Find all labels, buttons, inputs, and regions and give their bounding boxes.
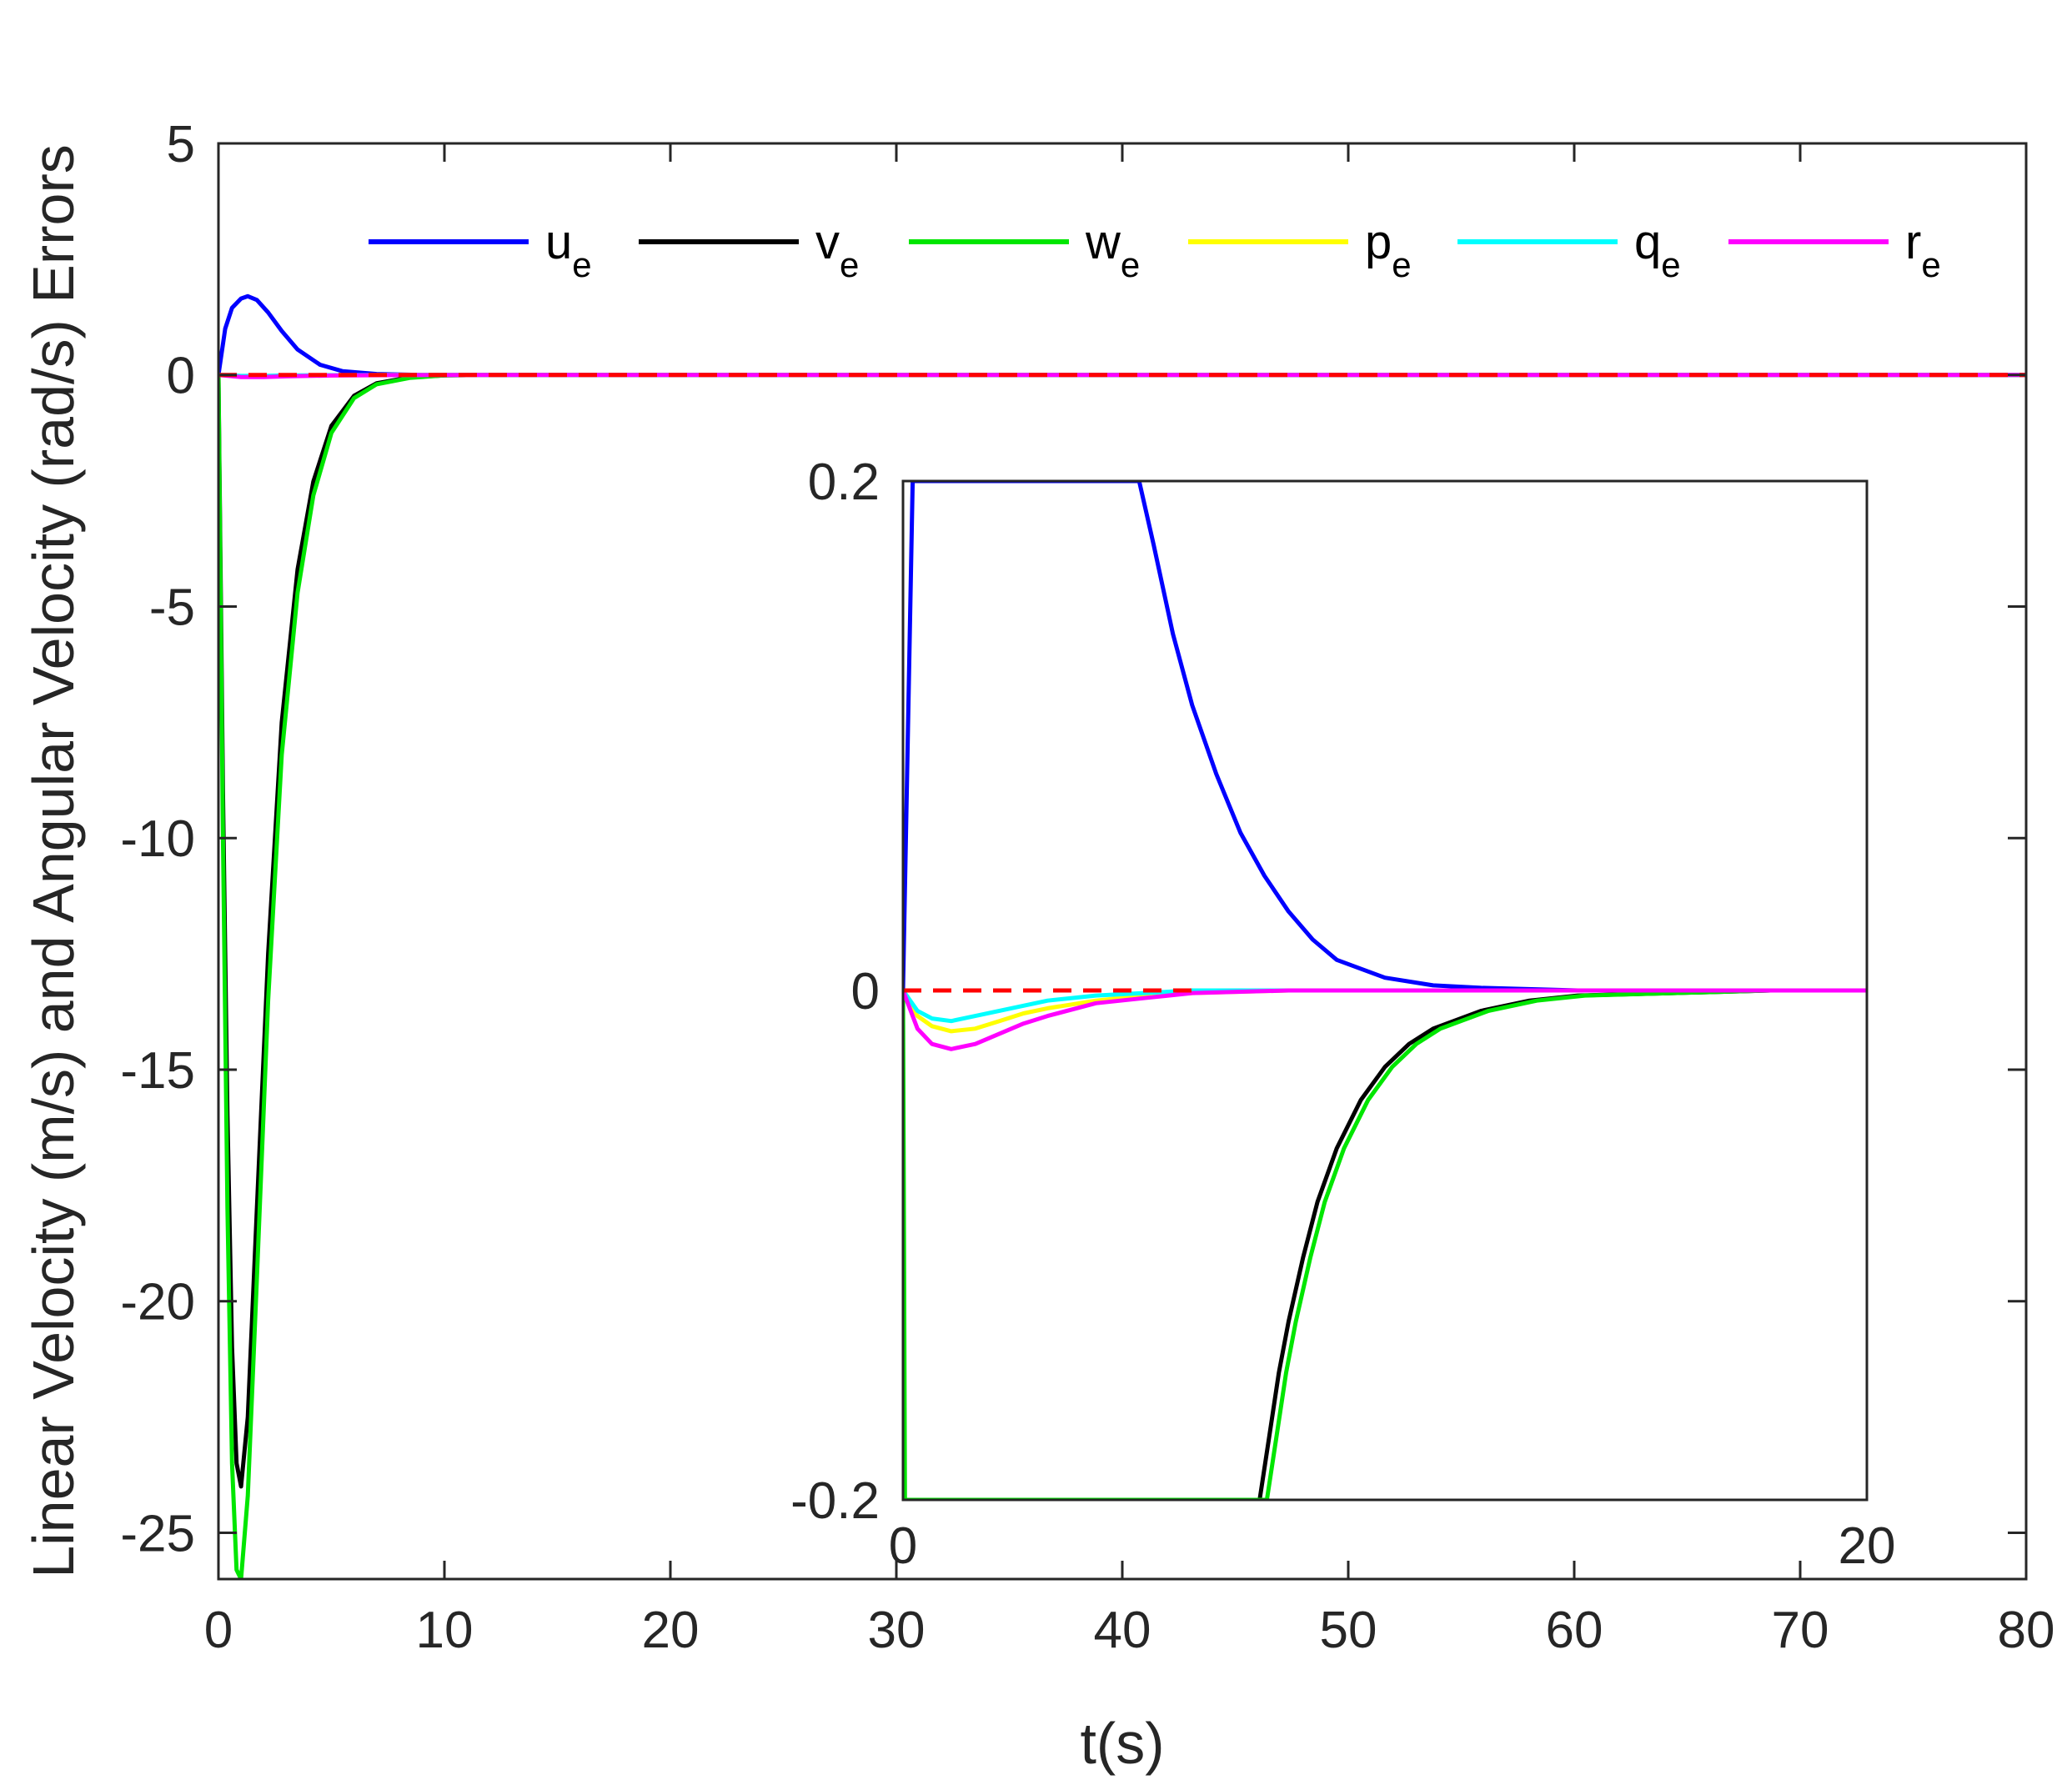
- main-x-tick-label: 20: [642, 1602, 700, 1659]
- main-y-tick-label: 0: [167, 348, 195, 405]
- main-y-tick-label: 5: [167, 116, 195, 173]
- main-x-tick-label: 50: [1320, 1602, 1377, 1659]
- main-x-tick-label: 80: [1998, 1602, 2055, 1659]
- main-x-tick-label: 30: [868, 1602, 926, 1659]
- main-y-tick-label: -15: [120, 1042, 195, 1100]
- inset-plot: 0 200.20-0.2: [790, 454, 1895, 1575]
- main-y-tick-label: -10: [120, 810, 195, 868]
- inset-series-u-line: [903, 481, 1867, 993]
- main-x-tick-label: 0: [204, 1602, 233, 1659]
- main-lines: [218, 293, 2026, 1579]
- inset-x-tick-label: 0: [889, 1517, 917, 1575]
- inset-y-tick-label: 0.2: [808, 454, 880, 511]
- inset-ticks: 0 200.20-0.2: [790, 454, 1895, 1575]
- main-x-tick-label: 10: [416, 1602, 474, 1659]
- inset-y-tick-label: 0: [851, 963, 880, 1020]
- y-axis-title: Linear Velocity (m/s) and Angular Veloci…: [21, 144, 86, 1578]
- inset-lines: [903, 481, 1867, 1500]
- inset-y-tick-label: -0.2: [790, 1472, 880, 1530]
- main-x-tick-label: 40: [1094, 1602, 1151, 1659]
- main-x-tick-label: 60: [1546, 1602, 1603, 1659]
- main-y-tick-label: -5: [149, 579, 195, 636]
- inset-x-tick-label: 20: [1839, 1517, 1896, 1575]
- inset-series-r-line: [903, 988, 1867, 1051]
- x-axis-title: t(s): [1080, 1711, 1164, 1776]
- inset-series-w-line: [903, 988, 1867, 1500]
- main-x-tick-label: 70: [1772, 1602, 1829, 1659]
- main-series-w-line: [218, 373, 2026, 1579]
- main-y-tick-label: -25: [120, 1505, 195, 1562]
- main-y-tick-label: -20: [120, 1274, 195, 1331]
- inset-axes-frame: [901, 479, 1869, 1502]
